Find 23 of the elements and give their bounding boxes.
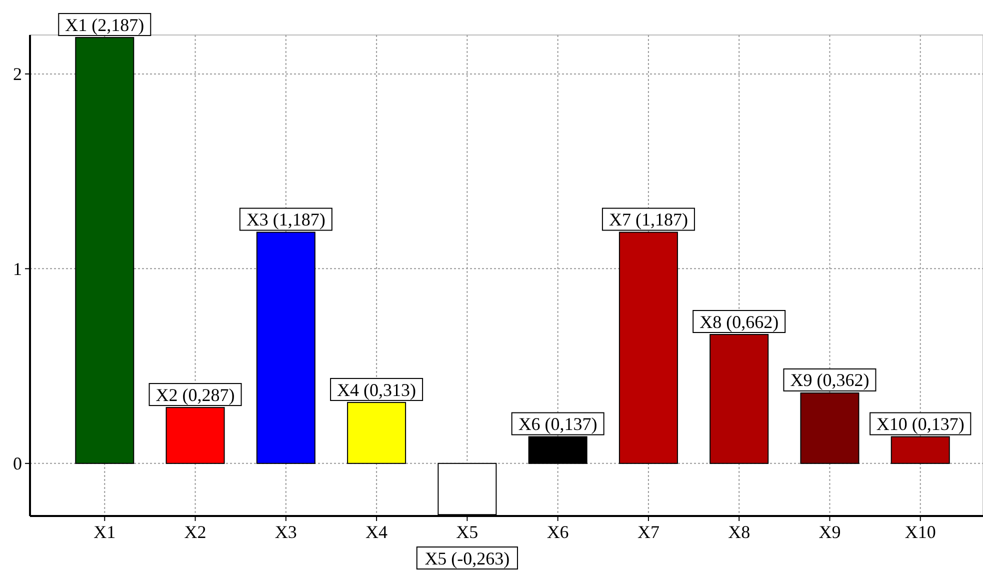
data-label: X6 (0,137) [518, 414, 598, 434]
x-tick-label: X7 [637, 522, 660, 542]
x-tick-label: X2 [184, 522, 206, 542]
x-tick-label: X10 [904, 522, 936, 542]
x-tick-label: X6 [546, 522, 569, 542]
data-label: X4 (0,313) [337, 380, 416, 400]
y-tick-label: 0 [13, 454, 22, 474]
data-label: X1 (2,187) [65, 14, 144, 35]
data-label: X7 (1,187) [608, 210, 688, 230]
y-tick-label: 1 [13, 258, 22, 279]
data-label: X5 (-0,263) [424, 548, 510, 568]
x-tick-label: X9 [818, 522, 841, 542]
data-label: X8 (0,662) [700, 312, 779, 332]
x-tick-label: X4 [366, 522, 388, 542]
data-label: X2 (0,287) [156, 384, 235, 405]
x-tick-label: X3 [274, 522, 297, 542]
data-label: X10 (0,137) [876, 414, 964, 434]
data-label: X3 (1,187) [246, 210, 326, 230]
y-tick-label: 2 [13, 64, 22, 84]
x-tick-label: X5 [456, 522, 478, 542]
x-tick-label: X1 [94, 522, 116, 542]
data-label: X9 (0,362) [790, 370, 870, 390]
x-tick-label: X8 [728, 522, 750, 542]
